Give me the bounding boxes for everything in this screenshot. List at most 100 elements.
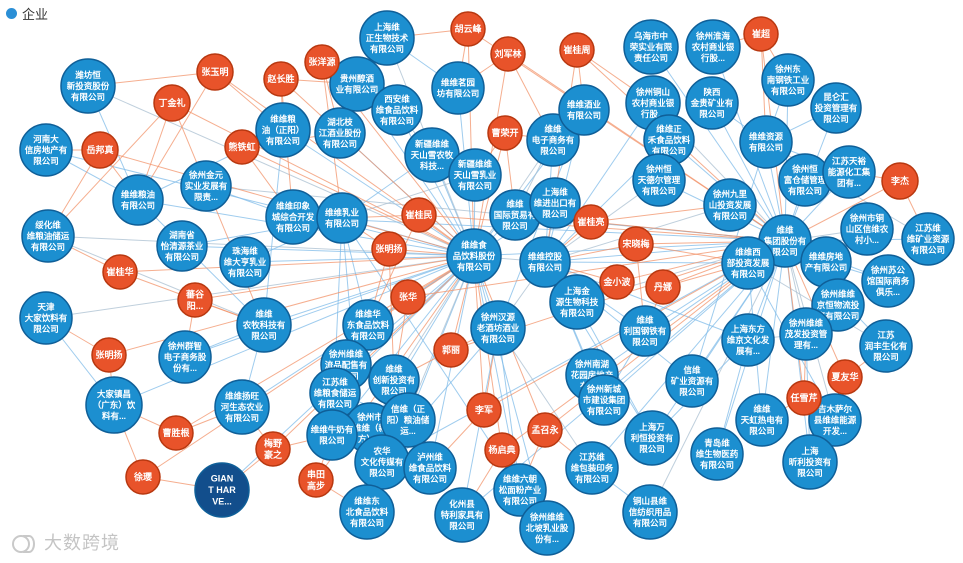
node-circle[interactable] — [519, 236, 571, 288]
node-circle[interactable] — [214, 379, 270, 435]
node-circle[interactable] — [342, 299, 394, 351]
node-circle[interactable] — [194, 462, 250, 518]
node-circle[interactable] — [761, 53, 815, 107]
node-circle[interactable] — [19, 123, 73, 177]
node-circle[interactable] — [314, 107, 366, 159]
person-node[interactable]: 赵长胜 — [263, 61, 299, 97]
person-node[interactable]: 岳邦真 — [81, 131, 119, 169]
node-circle[interactable] — [403, 441, 457, 495]
node-circle[interactable] — [329, 56, 385, 112]
person-node[interactable]: 丹娜 — [645, 269, 681, 305]
node-circle[interactable] — [827, 359, 863, 395]
node-circle[interactable] — [255, 102, 311, 158]
node-circle[interactable] — [236, 297, 292, 353]
node-circle[interactable] — [446, 228, 502, 284]
node-circle[interactable] — [390, 279, 426, 315]
node-circle[interactable] — [739, 115, 793, 169]
person-node[interactable]: 金小波 — [599, 264, 635, 300]
node-circle[interactable] — [721, 313, 775, 367]
person-node[interactable]: 曹胜根 — [158, 415, 194, 451]
node-circle[interactable] — [304, 44, 340, 80]
person-node[interactable]: 丁金礼 — [153, 84, 191, 122]
company-node[interactable]: 徐州淮海农村商业银行股... — [685, 19, 741, 75]
company-node[interactable]: 徐州维维茂发投资管理有... — [779, 307, 833, 361]
node-circle[interactable] — [623, 19, 679, 75]
node-circle[interactable] — [470, 300, 526, 356]
node-circle[interactable] — [901, 212, 955, 266]
company-node[interactable]: 上海东方维京文化发展有... — [721, 313, 775, 367]
node-circle[interactable] — [158, 330, 212, 384]
node-circle[interactable] — [177, 282, 213, 318]
node-circle[interactable] — [433, 332, 469, 368]
node-circle[interactable] — [224, 129, 260, 165]
person-node[interactable]: 张洋源 — [304, 44, 340, 80]
node-circle[interactable] — [112, 174, 164, 226]
node-circle[interactable] — [529, 177, 581, 229]
node-circle[interactable] — [861, 254, 915, 308]
node-circle[interactable] — [255, 431, 291, 467]
node-circle[interactable] — [316, 192, 368, 244]
node-circle[interactable] — [448, 148, 502, 202]
company-node[interactable]: 徐州市铜山区信维农村小... — [840, 202, 894, 256]
node-circle[interactable] — [622, 484, 678, 540]
node-circle[interactable] — [298, 462, 334, 498]
node-circle[interactable] — [219, 236, 271, 288]
node-circle[interactable] — [371, 84, 423, 136]
person-node[interactable]: 郭丽 — [433, 332, 469, 368]
company-node[interactable]: 新疆维维天山雪农牧科技... — [404, 127, 460, 183]
node-circle[interactable] — [158, 415, 194, 451]
person-node[interactable]: 蕃谷阳... — [177, 282, 213, 318]
person-node[interactable]: 崔桂周 — [559, 32, 595, 68]
node-circle[interactable] — [91, 337, 127, 373]
node-circle[interactable] — [558, 84, 610, 136]
node-circle[interactable] — [431, 61, 485, 115]
person-node[interactable]: 夏友华 — [827, 359, 863, 395]
person-node[interactable]: 孟召永 — [527, 412, 563, 448]
node-circle[interactable] — [559, 32, 595, 68]
node-circle[interactable] — [490, 36, 526, 72]
node-circle[interactable] — [779, 307, 833, 361]
node-circle[interactable] — [466, 392, 502, 428]
node-circle[interactable] — [401, 197, 437, 233]
node-circle[interactable] — [156, 220, 208, 272]
node-circle[interactable] — [665, 354, 719, 408]
node-circle[interactable] — [263, 61, 299, 97]
node-circle[interactable] — [840, 202, 894, 256]
node-circle[interactable] — [624, 410, 680, 466]
node-circle[interactable] — [618, 226, 654, 262]
node-circle[interactable] — [125, 459, 161, 495]
node-circle[interactable] — [519, 500, 575, 556]
node-circle[interactable] — [339, 484, 395, 540]
person-node[interactable]: 李军 — [466, 392, 502, 428]
person-node[interactable]: 曹荣开 — [487, 115, 523, 151]
node-circle[interactable] — [782, 434, 838, 490]
node-circle[interactable] — [359, 10, 415, 66]
